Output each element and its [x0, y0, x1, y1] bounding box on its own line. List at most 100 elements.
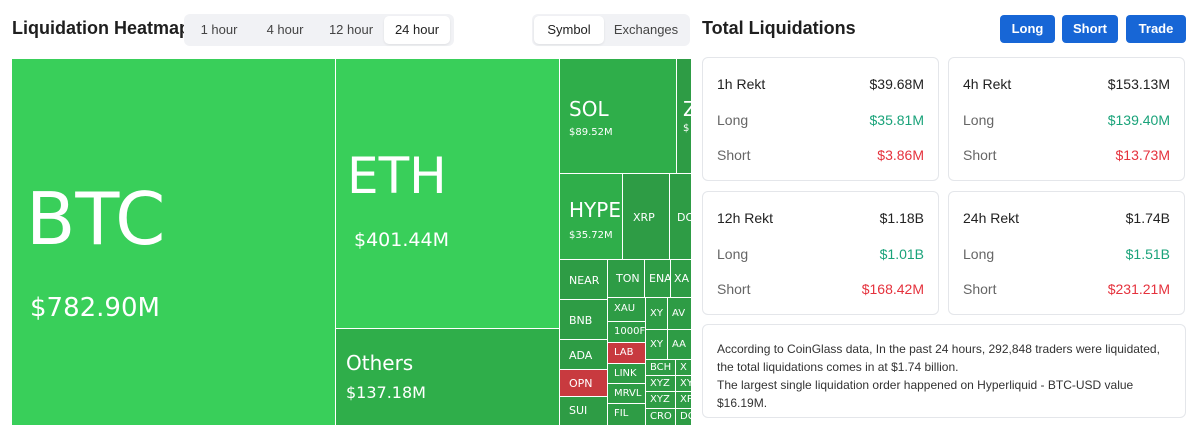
treemap-cell-lab[interactable]: LAB: [608, 343, 646, 364]
rekt-long-row: Long $1.01B: [717, 246, 924, 262]
treemap-symbol: XYZ: [650, 394, 670, 405]
treemap-cell-1000f[interactable]: 1000F: [608, 322, 646, 343]
treemap-symbol: ADA: [569, 349, 593, 362]
time-1-hour[interactable]: 1 hour: [200, 22, 238, 37]
treemap-cell-xa[interactable]: XA: [671, 260, 692, 298]
treemap-symbol: XYZ: [650, 378, 670, 389]
long-label: Long: [963, 246, 995, 262]
short-button[interactable]: Short: [1062, 15, 1118, 43]
treemap-symbol: MRVL: [614, 388, 642, 399]
treemap-cell-mrvl[interactable]: MRVL: [608, 384, 646, 404]
rekt-total-value: $1.74B: [1125, 210, 1170, 226]
rekt-total-value: $39.68M: [869, 76, 924, 92]
treemap-value: $401.44M: [354, 229, 449, 251]
treemap-symbol: LAB: [614, 347, 634, 358]
treemap-symbol: Others: [346, 351, 414, 375]
treemap-cell-dc[interactable]: DC: [676, 409, 692, 426]
short-label: Short: [717, 281, 751, 297]
treemap-cell-sui[interactable]: SUI: [560, 397, 608, 426]
long-button[interactable]: Long: [1000, 15, 1055, 43]
treemap-symbol: NEAR: [569, 274, 600, 287]
treemap-symbol: ENA: [649, 272, 671, 285]
rekt-short-row: Short $168.42M: [717, 281, 924, 297]
total-liquidations-title: Total Liquidations: [702, 18, 856, 38]
treemap-cell-ada[interactable]: ADA: [560, 340, 608, 370]
rekt-short-row: Short $13.73M: [963, 147, 1170, 163]
treemap-cell-do[interactable]: DO: [670, 174, 692, 260]
trade-button[interactable]: Trade: [1126, 15, 1186, 43]
treemap-symbol: DO: [677, 211, 691, 224]
treemap-cell-opn[interactable]: OPN: [560, 370, 608, 397]
treemap-symbol: X: [680, 362, 687, 373]
rekt-period-label: 4h Rekt: [963, 76, 1012, 92]
treemap-cell-bch[interactable]: BCH: [646, 360, 676, 376]
treemap-cell-hype[interactable]: HYPE $35.72M: [560, 174, 623, 260]
treemap-symbol: OPN: [569, 377, 593, 390]
long-label: Long: [717, 112, 749, 128]
treemap-value: $35.72M: [569, 230, 613, 241]
heatmap-title: Liquidation Heatmap: [12, 18, 191, 38]
rekt-card-24h: 24h Rekt $1.74B Long $1.51B Short $231.2…: [948, 191, 1185, 315]
treemap-symbol: XAU: [614, 303, 636, 314]
treemap-value: $89.52M: [569, 127, 613, 138]
treemap-cell-ena[interactable]: ENA: [645, 260, 671, 298]
treemap-symbol: BTC: [26, 177, 166, 261]
treemap-symbol: CRO: [650, 411, 672, 422]
treemap-cell-link[interactable]: LINK: [608, 364, 646, 384]
treemap-cell-others[interactable]: Others $137.18M: [336, 329, 560, 426]
rekt-total-row: 4h Rekt $153.13M: [963, 76, 1170, 92]
summary-line-1: According to CoinGlass data, In the past…: [717, 342, 1160, 374]
treemap-cell-z[interactable]: Z $: [677, 59, 692, 174]
treemap-cell-xp[interactable]: XP: [676, 392, 692, 409]
long-value: $139.40M: [1107, 112, 1170, 128]
long-value: $1.01B: [879, 246, 924, 262]
time-4-hour[interactable]: 4 hour: [266, 22, 304, 37]
treemap-cell-near[interactable]: NEAR: [560, 260, 608, 300]
treemap-symbol: BNB: [569, 314, 593, 327]
treemap-symbol: ETH: [347, 147, 447, 205]
treemap-symbol: XRP: [633, 211, 655, 224]
view-exchanges[interactable]: Exchanges: [613, 22, 679, 37]
treemap-cell-aa[interactable]: AA: [668, 330, 692, 360]
treemap-symbol: AV: [672, 308, 686, 319]
treemap-cell-btc[interactable]: BTC $782.90M: [12, 59, 336, 426]
rekt-total-row: 1h Rekt $39.68M: [717, 76, 924, 92]
treemap-symbol: XY: [680, 378, 692, 389]
treemap-cell-xy-3[interactable]: XY: [676, 376, 692, 392]
time-24-hour[interactable]: 24 hour: [384, 16, 450, 44]
treemap-symbol: SOL: [569, 97, 609, 121]
treemap-symbol: DC: [680, 411, 691, 422]
rekt-card-12h: 12h Rekt $1.18B Long $1.01B Short $168.4…: [702, 191, 939, 315]
treemap-cell-cro[interactable]: CRO: [646, 409, 676, 426]
treemap-symbol: BCH: [650, 362, 672, 373]
time-12-hour[interactable]: 12 hour: [328, 22, 374, 37]
treemap-cell-xy-1[interactable]: XY: [646, 298, 668, 330]
treemap-cell-xyz-2[interactable]: XYZ: [646, 392, 676, 409]
treemap-value: $: [683, 123, 690, 134]
treemap-cell-fil[interactable]: FIL: [608, 404, 646, 426]
treemap-cell-eth[interactable]: ETH $401.44M: [336, 59, 560, 329]
view-selector: Symbol Exchanges: [532, 14, 690, 46]
treemap-symbol: LINK: [614, 368, 637, 379]
rekt-long-row: Long $1.51B: [963, 246, 1170, 262]
rekt-long-row: Long $139.40M: [963, 112, 1170, 128]
treemap-symbol: XY: [650, 308, 663, 319]
short-label: Short: [963, 147, 997, 163]
view-symbol[interactable]: Symbol: [534, 16, 604, 44]
treemap-cell-sol[interactable]: SOL $89.52M: [560, 59, 677, 174]
treemap-cell-xy-2[interactable]: XY: [646, 330, 668, 360]
treemap-cell-bnb[interactable]: BNB: [560, 300, 608, 340]
treemap-cell-xyz-1[interactable]: XYZ: [646, 376, 676, 392]
treemap-cell-xau[interactable]: XAU: [608, 298, 646, 322]
treemap-cell-av[interactable]: AV: [668, 298, 692, 330]
treemap-cell-x[interactable]: X: [676, 360, 692, 376]
treemap-symbol: FIL: [614, 408, 629, 419]
rekt-card-4h: 4h Rekt $153.13M Long $139.40M Short $13…: [948, 57, 1185, 181]
treemap-symbol: TON: [616, 272, 640, 285]
treemap-cell-ton[interactable]: TON: [608, 260, 645, 298]
treemap-cell-xrp[interactable]: XRP: [623, 174, 670, 260]
treemap-symbol: Z: [683, 97, 691, 121]
treemap-symbol: XP: [680, 394, 692, 405]
short-value: $168.42M: [861, 281, 924, 297]
short-value: $231.21M: [1107, 281, 1170, 297]
